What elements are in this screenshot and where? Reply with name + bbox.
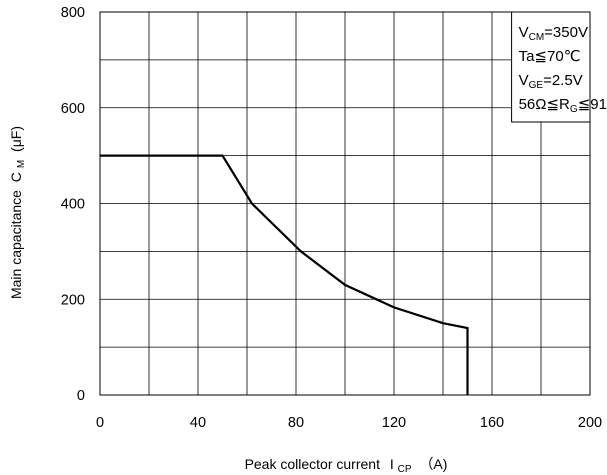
- y-axis-label: Main capacitance C M (μF): [8, 126, 27, 299]
- x-axis-label-symbol-sub: CP: [398, 464, 412, 475]
- y-tick-label: 400: [61, 197, 85, 213]
- tick-labels: 0 40 80 120 160 200 0 200 400 600 800: [61, 5, 602, 431]
- y-axis-label-symbol: C: [8, 172, 24, 182]
- x-tick-label: 80: [288, 415, 304, 431]
- series-layer: [100, 154, 469, 395]
- plot-frame: [99, 11, 591, 396]
- x-axis-label-symbol: I: [390, 456, 394, 472]
- y-tick-label: 200: [61, 292, 85, 308]
- legend-condition: VGE=2.5V: [519, 72, 583, 91]
- x-tick-label: 0: [96, 415, 104, 431]
- x-axis-label-unit: （A): [419, 456, 447, 472]
- x-tick-label: 120: [382, 415, 406, 431]
- grid: [100, 12, 590, 395]
- y-tick-label: 0: [77, 388, 85, 404]
- y-axis-label-unit: (μF): [8, 126, 24, 152]
- y-axis-label-symbol-sub: M: [16, 160, 27, 168]
- x-tick-label: 40: [190, 415, 206, 431]
- y-axis-label-text: Main capacitance: [8, 190, 24, 299]
- x-tick-label: 200: [578, 415, 602, 431]
- series-line: [100, 154, 469, 395]
- x-axis-label-text: Peak collector current: [245, 456, 381, 472]
- y-tick-label: 800: [61, 5, 85, 21]
- legend-condition: 56Ω≦RG≦91Ω: [519, 96, 607, 115]
- y-tick-label: 600: [61, 101, 85, 117]
- legend-box: VCM=350V Ta≦70℃ VGE=2.5V 56Ω≦RG≦91Ω: [511, 11, 607, 123]
- x-axis-label: Peak collector current I CP （A): [245, 456, 448, 475]
- x-tick-label: 160: [480, 415, 504, 431]
- legend-frame: [511, 11, 591, 123]
- legend-condition: VCM=350V: [519, 24, 588, 43]
- legend-condition: Ta≦70℃: [519, 48, 581, 65]
